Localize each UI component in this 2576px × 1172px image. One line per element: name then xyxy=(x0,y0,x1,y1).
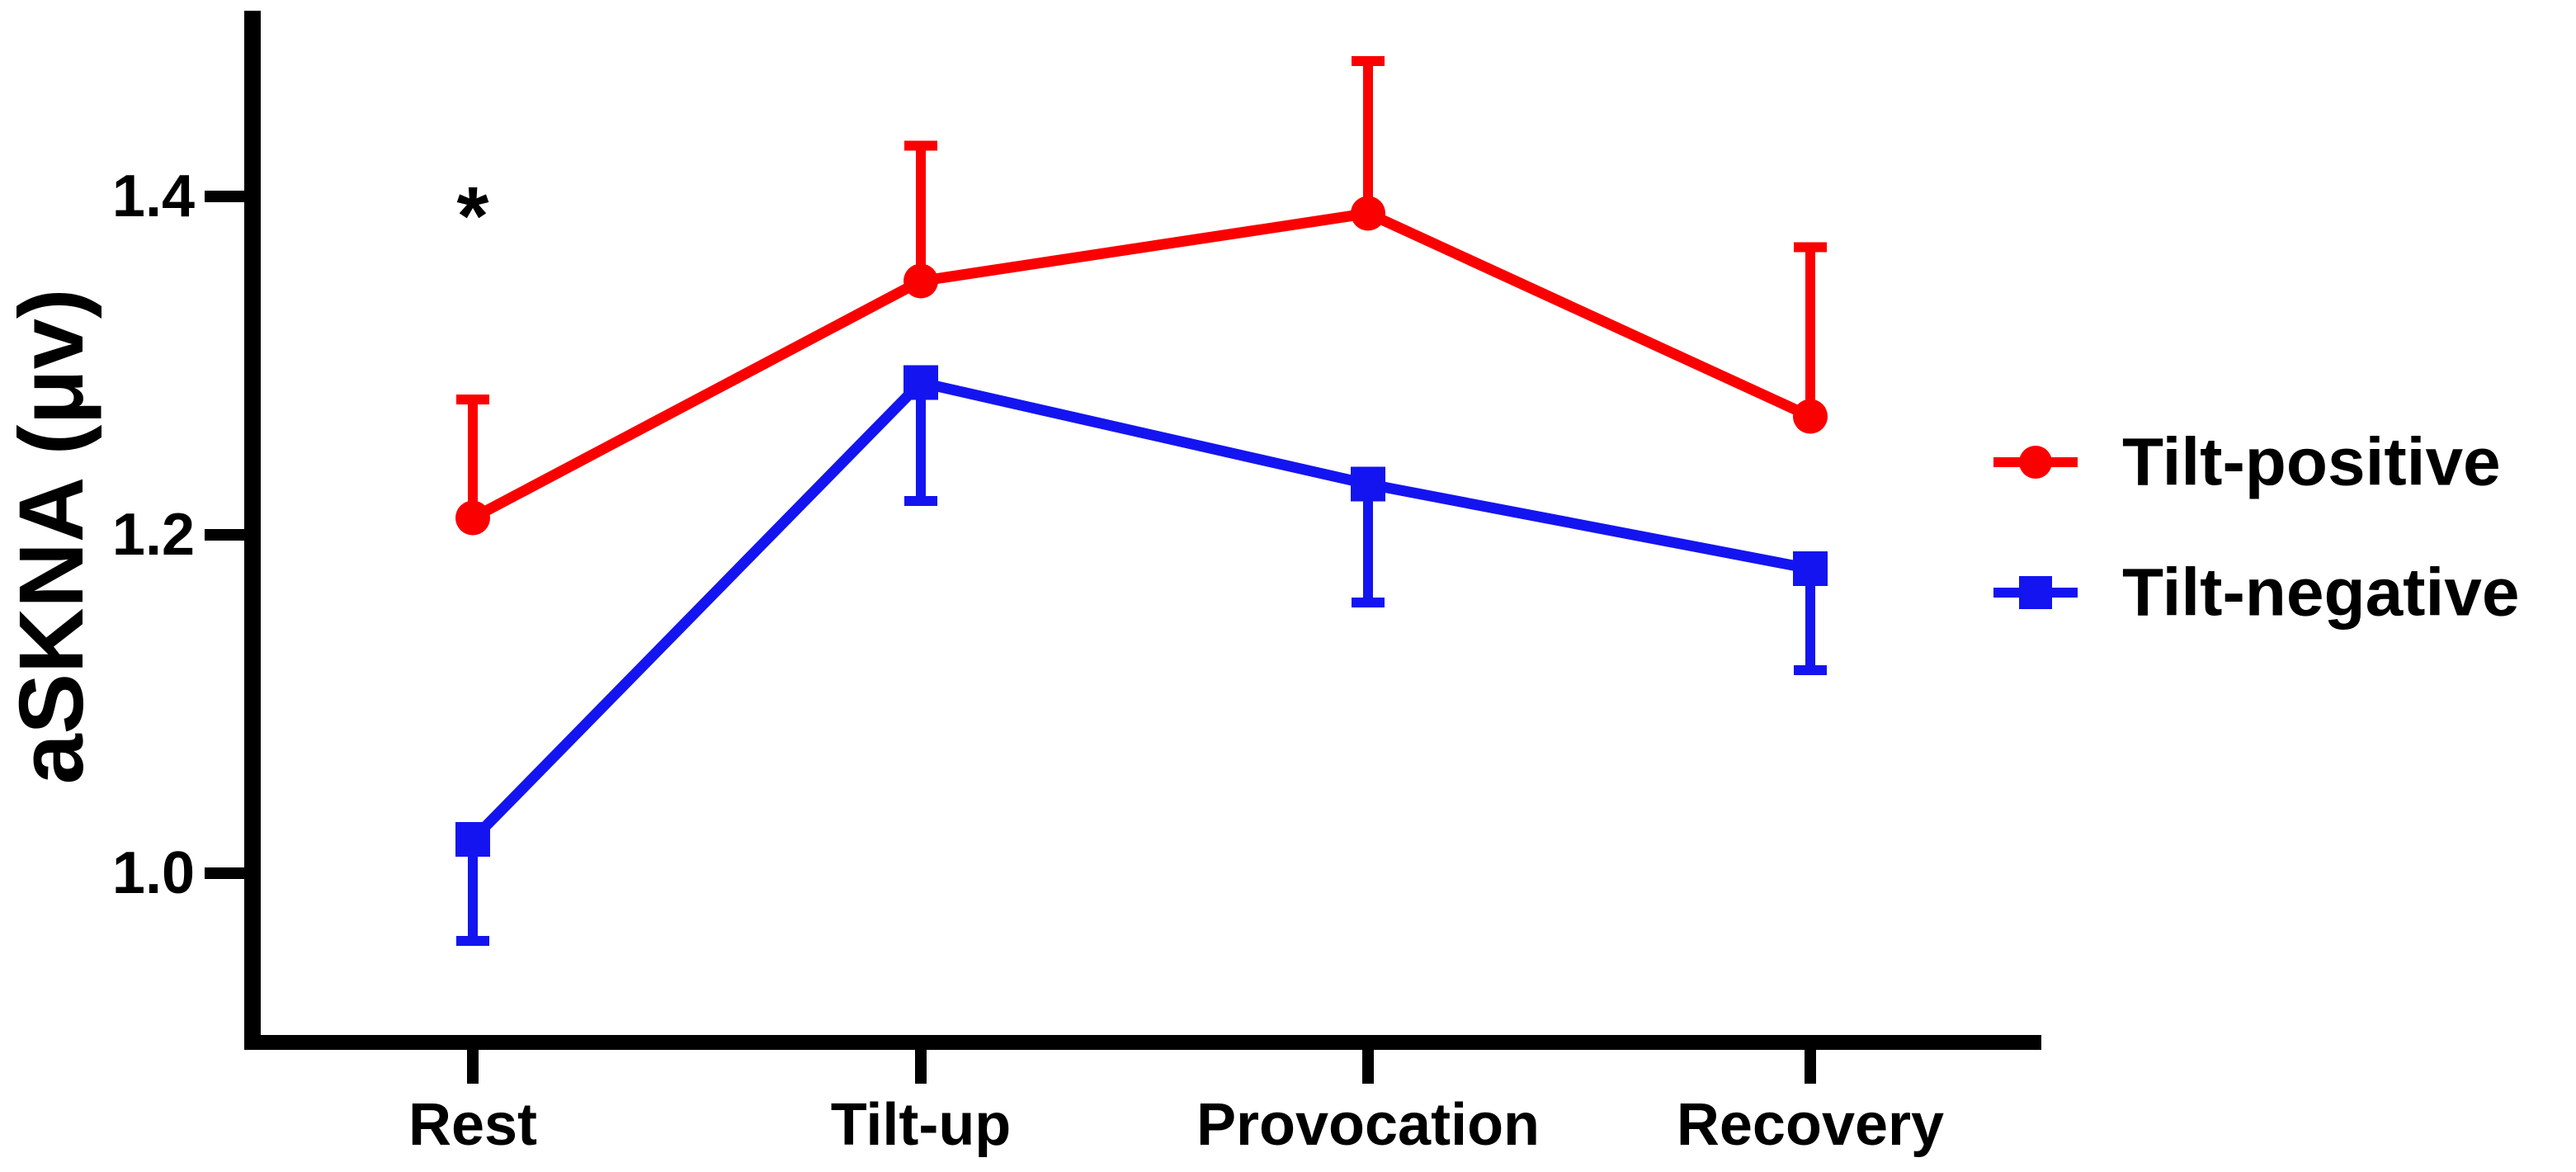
annotations-layer: * xyxy=(457,170,489,262)
series-tilt-positive xyxy=(455,56,1828,536)
series-tilt-negative xyxy=(455,365,1828,946)
y-axis-title: aSKNA (μv) xyxy=(1,288,102,784)
data-point-marker-square xyxy=(1793,551,1828,586)
axes: 1.0 1.2 1.4 Rest Tilt-up Provocation Recovery a… xyxy=(1,11,2041,1158)
data-point-marker-circle xyxy=(1793,399,1828,434)
y-tick-label: 1.4 xyxy=(112,163,195,229)
series-layer xyxy=(455,56,1828,946)
legend-label: Tilt-positive xyxy=(2122,425,2501,500)
significance-asterisk: * xyxy=(457,170,489,262)
legend-item-tilt-negative: Tilt-negative xyxy=(1993,555,2519,631)
series-line xyxy=(469,377,1812,844)
legend-item-tilt-positive: Tilt-positive xyxy=(1993,425,2501,500)
data-point-marker-square xyxy=(903,365,938,400)
series-line xyxy=(469,208,1813,523)
data-point-marker-square xyxy=(1351,466,1385,502)
legend-square-marker-icon xyxy=(2019,576,2052,609)
data-point-marker-circle xyxy=(1351,196,1385,231)
data-point-marker-square xyxy=(455,822,490,857)
legend-circle-marker-icon xyxy=(2019,446,2052,479)
x-category-label: Tilt-up xyxy=(831,1092,1012,1158)
x-category-label: Recovery xyxy=(1677,1092,1944,1158)
x-category-label: Rest xyxy=(408,1092,537,1158)
data-point-marker-circle xyxy=(455,500,490,536)
y-tick-label: 1.2 xyxy=(112,502,195,568)
x-category-label: Provocation xyxy=(1196,1092,1540,1158)
y-tick-label: 1.0 xyxy=(112,840,195,906)
data-point-marker-circle xyxy=(903,263,938,299)
legend-label: Tilt-negative xyxy=(2122,555,2519,631)
legend: Tilt-positive Tilt-negative xyxy=(1993,425,2519,631)
